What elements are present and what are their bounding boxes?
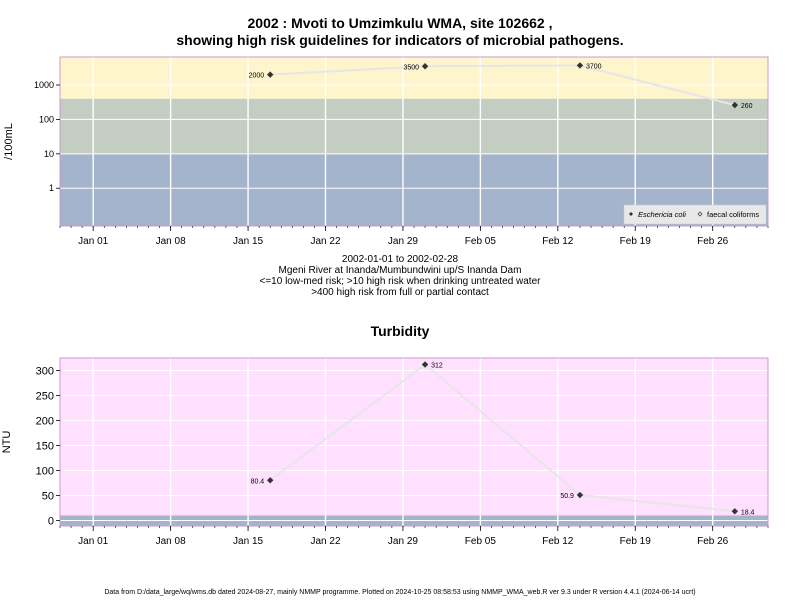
y-tick-label: 0 [48, 516, 54, 528]
x-tick-label: Feb 05 [465, 236, 497, 247]
x-tick-label: Jan 08 [156, 536, 186, 547]
x-tick-label: Feb 19 [620, 536, 652, 547]
y-axis-label: NTU [1, 431, 13, 454]
data-label: 2000 [249, 73, 265, 80]
x-tick-label: Jan 15 [233, 236, 263, 247]
x-tick-label: Jan 22 [310, 236, 340, 247]
x-tick-label: Jan 01 [78, 536, 108, 547]
x-tick-label: Feb 19 [620, 236, 652, 247]
x-tick-label: Feb 12 [542, 536, 574, 547]
y-tick-label: 1 [49, 183, 54, 193]
data-point [576, 62, 584, 69]
site-description-text: Mgeni River at Inanda/Mumbundwini up/S I… [278, 265, 522, 276]
x-tick-label: Feb 26 [697, 536, 729, 547]
data-label: 80.4 [251, 478, 265, 485]
x-tick-label: Feb 12 [542, 236, 574, 247]
legend-label-ecoli: Eschericia coli [638, 210, 686, 219]
contact-risk-note: >400 high risk from full or partial cont… [311, 287, 489, 298]
risk-band-1 [60, 358, 768, 516]
y-tick-label: 10 [44, 149, 54, 159]
chart-title-line1: 2002 : Mvoti to Umzimkulu WMA, site 1026… [247, 15, 553, 31]
chart-title-line2: showing high risk guidelines for indicat… [176, 32, 624, 48]
y-tick-label: 50 [42, 491, 54, 503]
risk-band-1 [60, 98, 768, 154]
data-label: 18.4 [741, 509, 755, 516]
data-point [266, 71, 274, 78]
footer-note: Data from D:/data_large/wq/wms.db dated … [104, 589, 696, 596]
data-label: 3700 [586, 63, 602, 70]
legend-marker-faecal [697, 211, 703, 217]
x-tick-label: Jan 29 [388, 236, 418, 247]
data-point [421, 361, 429, 368]
data-point [731, 508, 739, 515]
y-tick-label: 300 [36, 366, 54, 378]
drinking-risk-note: <=10 low-med risk; >10 high risk when dr… [259, 276, 541, 287]
turbidity-panel: Jan 01 Jan 08 Jan 15 Jan 22 Jan 29 Feb 05 Feb … [1, 357, 769, 547]
y-tick-label: 200 [36, 416, 54, 428]
legend-marker-ecoli [629, 212, 633, 216]
y-tick-label: 100 [39, 114, 54, 124]
data-point [731, 101, 739, 109]
x-tick-label: Jan 22 [310, 536, 340, 547]
data-label: 260 [741, 103, 753, 110]
x-tick-label: Jan 08 [156, 236, 186, 247]
data-point [421, 63, 429, 70]
y-tick-label: 1000 [34, 80, 54, 90]
risk-band-2 [60, 57, 768, 99]
y-tick-label: 150 [36, 441, 54, 453]
turbidity-title: Turbidity [370, 323, 430, 339]
x-tick-label: Jan 29 [388, 536, 418, 547]
microbial-panel: Jan 01 Jan 08 Jan 15 Jan 22 Jan 29 Feb 05 Feb … [3, 56, 769, 247]
data-label: 50.9 [560, 493, 574, 500]
data-point [576, 491, 584, 499]
legend-label-faecal: faecal coliforms [707, 210, 759, 219]
date-range-text: 2002-01-01 to 2002-02-28 [341, 254, 459, 265]
x-tick-label: Feb 26 [697, 236, 729, 247]
y-tick-label: 250 [36, 391, 54, 403]
x-tick-label: Jan 15 [233, 536, 263, 547]
y-tick-label: 100 [36, 466, 54, 478]
x-tick-label: Feb 05 [465, 536, 497, 547]
x-tick-label: Jan 01 [78, 236, 108, 247]
data-label: 3500 [403, 64, 419, 71]
legend-box [623, 204, 767, 225]
data-label: 312 [431, 363, 443, 370]
data-point [266, 477, 274, 484]
series-line-0 [269, 363, 735, 513]
y-axis-label: /100mL [3, 123, 15, 160]
series-line-0 [270, 64, 736, 107]
